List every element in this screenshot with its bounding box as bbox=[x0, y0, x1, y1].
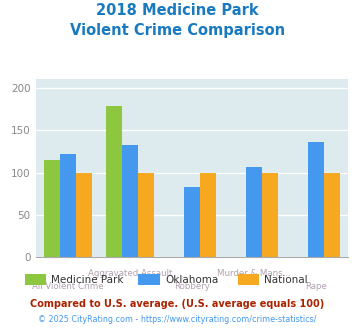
Text: Aggravated Assault: Aggravated Assault bbox=[88, 269, 172, 278]
Text: National: National bbox=[264, 275, 308, 284]
Bar bbox=[184, 187, 200, 257]
Bar bbox=[105, 106, 122, 257]
Text: Medicine Park: Medicine Park bbox=[51, 275, 124, 284]
Bar bbox=[122, 145, 138, 257]
Text: All Violent Crime: All Violent Crime bbox=[32, 282, 104, 291]
Text: 2018 Medicine Park: 2018 Medicine Park bbox=[96, 3, 259, 18]
Bar bbox=[44, 160, 60, 257]
Bar bbox=[200, 173, 216, 257]
Bar bbox=[60, 154, 76, 257]
Bar bbox=[308, 142, 324, 257]
Bar bbox=[246, 167, 262, 257]
Text: Rape: Rape bbox=[305, 282, 327, 291]
Bar bbox=[262, 173, 278, 257]
Text: Compared to U.S. average. (U.S. average equals 100): Compared to U.S. average. (U.S. average … bbox=[31, 299, 324, 309]
Text: Robbery: Robbery bbox=[174, 282, 210, 291]
Text: Oklahoma: Oklahoma bbox=[165, 275, 218, 284]
Text: Murder & Mans...: Murder & Mans... bbox=[217, 269, 290, 278]
Text: © 2025 CityRating.com - https://www.cityrating.com/crime-statistics/: © 2025 CityRating.com - https://www.city… bbox=[38, 315, 317, 324]
Bar bbox=[76, 173, 92, 257]
Text: Violent Crime Comparison: Violent Crime Comparison bbox=[70, 23, 285, 38]
Bar bbox=[138, 173, 154, 257]
Bar bbox=[324, 173, 340, 257]
